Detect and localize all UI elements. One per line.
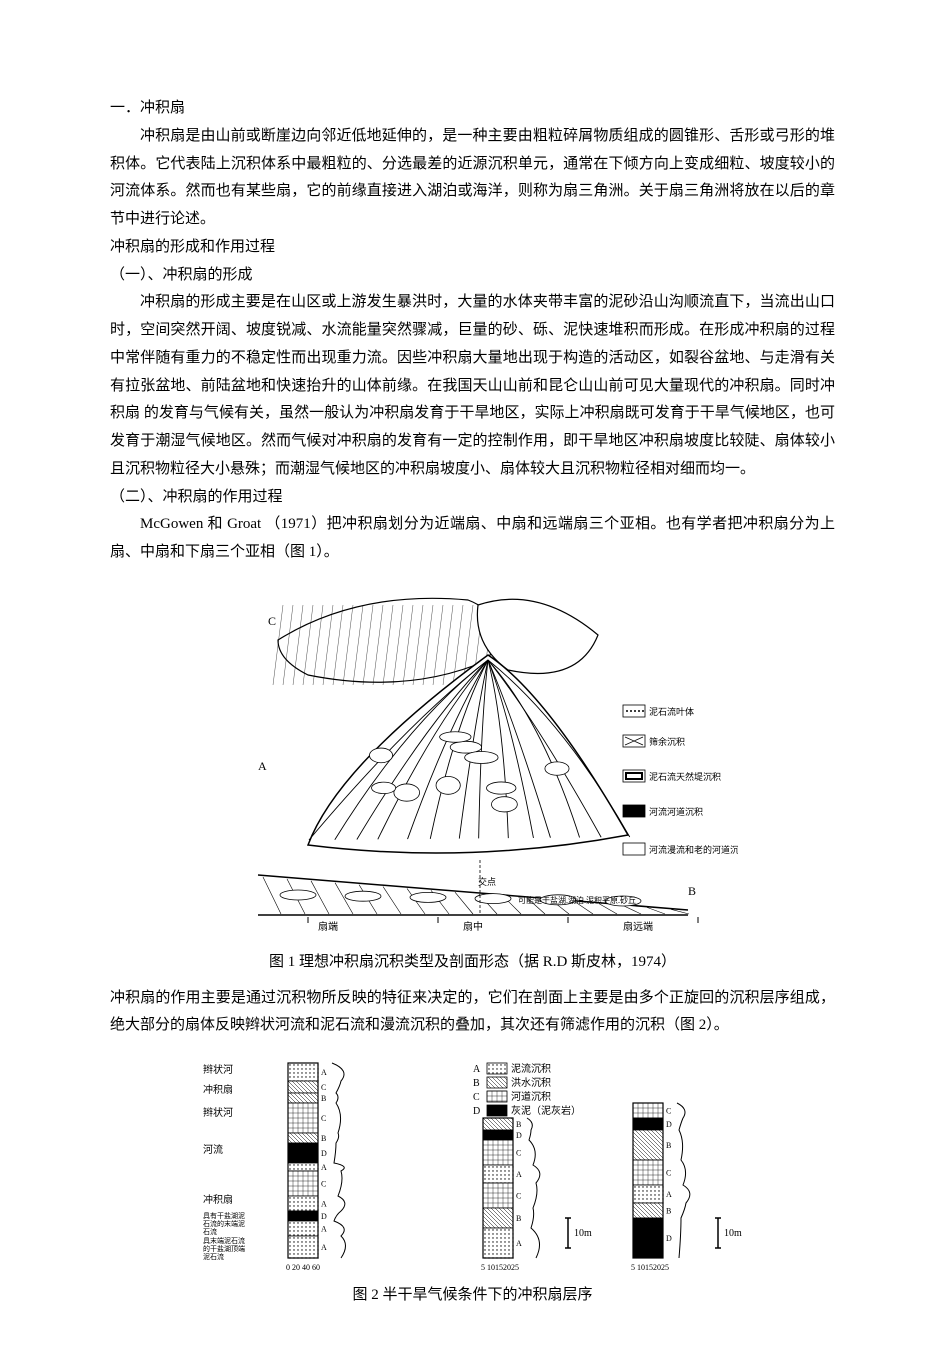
svg-text:D: D [666, 1234, 672, 1243]
svg-text:D: D [516, 1131, 522, 1140]
svg-text:C: C [321, 1083, 326, 1092]
svg-text:10m: 10m [574, 1228, 592, 1239]
svg-text:D: D [321, 1212, 327, 1221]
svg-text:B: B [321, 1134, 326, 1143]
svg-text:灰泥（泥灰岩）: 灰泥（泥灰岩） [511, 1104, 581, 1117]
svg-text:D: D [473, 1106, 480, 1117]
paragraph-formation: 冲积扇的形成主要是在山区或上游发生暴洪时，大量的水体夹带丰富的泥砂沿山沟顺流直下… [110, 289, 835, 483]
svg-text:A: A [666, 1190, 672, 1199]
paragraph-sediment: 冲积扇的作用主要是通过沉积物所反映的特征来决定的，它们在剖面上主要是由多个正旋回… [110, 985, 835, 1041]
figure-2-container: 辫状河冲积扇辫状河河流冲积扇具有干盐湖泥石流的末端泥石流具末端泥石流的干盐湖顶端… [110, 1048, 835, 1310]
svg-text:A: A [516, 1170, 522, 1179]
paragraph-process: McGowen 和 Groat （1971）把冲积扇划分为近端扇、中扇和远端扇三… [110, 511, 835, 567]
svg-text:A: A [321, 1068, 327, 1077]
svg-text:A: A [473, 1064, 481, 1075]
figure-1-container: 泥石流叶体筛余沉积泥石流天然堤沉积河流河道沉积河流漫流和老的河道沉积扇端 扇中 扇远… [110, 575, 835, 977]
svg-text:A: A [321, 1200, 327, 1209]
svg-text:C: C [516, 1149, 521, 1158]
svg-text:B: B [666, 1141, 671, 1150]
svg-text:B: B [321, 1094, 326, 1103]
svg-text:B: B [516, 1120, 521, 1129]
subheading-formation: （一）、冲积扇的形成 [110, 262, 835, 290]
svg-text:B: B [516, 1214, 521, 1223]
figure-1-diagram: 泥石流叶体筛余沉积泥石流天然堤沉积河流河道沉积河流漫流和老的河道沉积扇端 扇中 扇远… [208, 575, 738, 945]
svg-text:B: B [688, 884, 696, 898]
svg-text:泥石流: 泥石流 [203, 1252, 224, 1261]
svg-text:具有干盐湖泥: 具有干盐湖泥 [203, 1211, 245, 1220]
svg-text:辫状河: 辫状河 [203, 1063, 233, 1076]
svg-text:洪水沉积: 洪水沉积 [511, 1076, 551, 1089]
svg-text:交点: 交点 [478, 876, 496, 887]
svg-text:的干盐湖顶端: 的干盐湖顶端 [203, 1244, 245, 1253]
svg-text:5 10152025: 5 10152025 [481, 1263, 519, 1272]
svg-text:C: C [473, 1092, 480, 1103]
svg-text:0 20 40 60: 0 20 40 60 [286, 1263, 320, 1272]
svg-text:B: B [666, 1207, 671, 1216]
svg-text:河流: 河流 [203, 1143, 223, 1156]
svg-text:D: D [321, 1149, 327, 1158]
svg-text:C: C [321, 1180, 326, 1189]
svg-text:A: A [321, 1163, 327, 1172]
svg-text:河道沉积: 河道沉积 [511, 1090, 551, 1103]
subheading-process: （二）、冲积扇的作用过程 [110, 484, 835, 512]
svg-text:筛余沉积: 筛余沉积 [649, 736, 685, 747]
svg-text:扇端: 扇端 [318, 920, 338, 933]
svg-text:河流漫流和老的河道沉积: 河流漫流和老的河道沉积 [649, 844, 738, 855]
figure-2-diagram: 辫状河冲积扇辫状河河流冲积扇具有干盐湖泥石流的末端泥石流具末端泥石流的干盐湖顶端… [183, 1048, 763, 1278]
svg-text:泥石流叶体: 泥石流叶体 [649, 706, 694, 717]
svg-text:石流的末端泥: 石流的末端泥 [203, 1219, 245, 1228]
svg-text:B: B [473, 1078, 480, 1089]
figure-2-caption: 图 2 半干旱气候条件下的冲积扇层序 [352, 1282, 592, 1310]
svg-text:冲积扇: 冲积扇 [203, 1083, 233, 1096]
svg-text:泥流沉积: 泥流沉积 [511, 1062, 551, 1075]
subheading-formation-process: 冲积扇的形成和作用过程 [110, 234, 835, 262]
svg-text:石流: 石流 [203, 1227, 217, 1236]
svg-text:C: C [516, 1192, 521, 1201]
svg-text:C: C [666, 1169, 671, 1178]
svg-text:10m: 10m [724, 1228, 742, 1239]
svg-text:A: A [516, 1239, 522, 1248]
svg-text:A: A [321, 1225, 327, 1234]
svg-text:D: D [666, 1120, 672, 1129]
figure-1-caption: 图 1 理想冲积扇沉积类型及剖面形态（据 R.D 斯皮林，1974） [269, 949, 676, 977]
svg-text:扇中: 扇中 [463, 920, 483, 933]
svg-text:5 10152025: 5 10152025 [631, 1263, 669, 1272]
section-title: 一．冲积扇 [110, 95, 835, 123]
svg-text:C: C [268, 614, 276, 628]
paragraph-intro: 冲积扇是由山前或断崖边向邻近低地延伸的，是一种主要由粗粒碎屑物质组成的圆锥形、舌… [110, 123, 835, 234]
svg-text:扇远端: 扇远端 [623, 920, 653, 933]
svg-text:C: C [666, 1107, 671, 1116]
svg-text:A: A [321, 1243, 327, 1252]
svg-text:具末端泥石流: 具末端泥石流 [203, 1236, 245, 1245]
svg-text:河流河道沉积: 河流河道沉积 [649, 806, 703, 817]
svg-text:辫状河: 辫状河 [203, 1106, 233, 1119]
svg-text:A: A [258, 759, 267, 773]
svg-text:泥石流天然堤沉积: 泥石流天然堤沉积 [649, 771, 721, 782]
svg-text:可能是干盐湖.湖泊.泥积平原.砂丘: 可能是干盐湖.湖泊.泥积平原.砂丘 [518, 895, 636, 905]
svg-text:冲积扇: 冲积扇 [203, 1193, 233, 1206]
svg-text:C: C [321, 1114, 326, 1123]
